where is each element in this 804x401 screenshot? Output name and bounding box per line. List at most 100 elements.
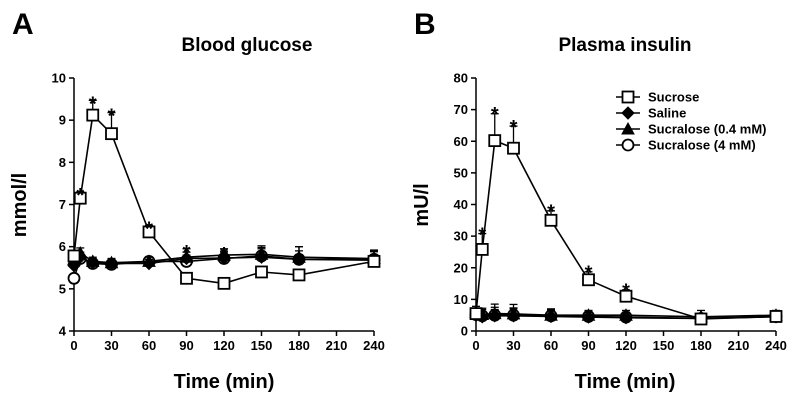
data-point [292,252,306,267]
legend-marker [621,121,635,135]
legend-entry: Sucrose [648,90,699,105]
significance-star: * [145,219,153,241]
data-point [217,251,231,265]
data-point [142,225,156,239]
legend-marker [621,138,635,152]
data-point [488,309,502,323]
data-point [86,108,100,122]
y-tick-label-a: 4 [59,324,67,339]
x-tick-label-a: 210 [326,338,348,353]
data-point [67,271,81,285]
x-tick-label-a: 240 [363,338,385,353]
legend-entry: Sucralose (4 mM) [648,138,756,153]
y-tick-label-a: 6 [59,239,66,254]
x-tick-label-b: 210 [728,338,750,353]
x-tick-label-b: 90 [581,338,595,353]
data-point [694,312,708,326]
data-point [581,310,596,324]
data-point [769,310,783,323]
x-tick-label-a: 30 [104,338,118,353]
data-point [142,256,156,271]
panel-b-plasma-insulin: B Plasma insulin Time (min) mU/l 0 10 20 30… [411,8,787,393]
legend-entry: Saline [648,106,686,121]
series-a-0 [67,99,381,290]
legend-marker [621,90,635,104]
data-point [367,255,381,268]
y-tick-label-a: 9 [59,113,66,128]
data-point [180,271,193,285]
series-a-1 [67,246,381,273]
data-point [469,307,483,321]
data-point [217,276,231,290]
significance-star: * [491,104,499,126]
y-axis-label-a: mmol/l [9,173,31,237]
data-point [67,249,81,263]
data-point [488,134,502,148]
significance-star: * [622,280,630,302]
y-tick-label-b: 60 [454,134,468,149]
y-tick-label-b: 0 [461,324,468,339]
x-tick-label-b: 150 [653,338,675,353]
x-tick-label-b: 120 [615,338,637,353]
y-tick-label-a: 8 [59,155,66,170]
y-tick-label-b: 20 [454,260,468,275]
x-axis-label-a: Time (min) [174,371,275,393]
significance-star: * [76,185,84,207]
data-point [105,127,118,141]
y-tick-label-b: 30 [454,229,468,244]
legend-marker [621,106,635,120]
y-tick-label-b: 40 [454,197,468,212]
x-tick-label-a: 0 [70,338,77,353]
chart-title-b: Plasma insulin [558,35,691,56]
x-tick-label-a: 90 [179,338,193,353]
significance-star: * [108,106,116,128]
series-b-0 [469,113,783,326]
x-tick-label-a: 60 [142,338,156,353]
significance-star: * [220,244,228,266]
x-axis-label-b: Time (min) [575,371,676,393]
x-tick-label-a: 120 [213,338,235,353]
y-tick-label-b: 70 [454,102,468,117]
data-point [507,141,520,155]
x-tick-label-a: 150 [251,338,273,353]
significance-star: * [547,201,555,223]
data-point [104,256,119,271]
y-tick-label-a: 5 [59,281,66,296]
series-line [73,256,375,267]
y-tick-label-b: 10 [454,292,468,307]
panel-a-blood-glucose: A Blood glucose Time (min) mmol/l 4 5 6 7 8 9… [9,8,385,393]
y-tick-label-b: 80 [454,71,468,86]
y-tick-label-a: 7 [59,197,66,212]
legend-entry: Sucralose (0.4 mM) [648,122,767,137]
data-point [544,309,558,324]
data-point [292,268,306,282]
significance-star: * [89,93,97,115]
y-tick-label-a: 10 [52,71,66,86]
significance-star: * [585,262,593,284]
x-tick-label-b: 180 [690,338,712,353]
data-point [73,191,87,205]
data-point [179,251,194,266]
panel-letter-a: A [12,8,34,41]
significance-star: * [510,117,518,139]
significance-star: * [183,242,191,264]
y-axis-label-b: mU/l [411,183,433,226]
data-point [544,213,558,227]
data-point [619,289,633,303]
significance-star: * [478,224,486,246]
data-point [255,265,268,279]
x-tick-label-b: 0 [472,338,479,353]
data-point [254,250,269,264]
panel-letter-b: B [414,8,436,41]
data-point [86,255,100,270]
data-point [582,273,595,287]
data-point [619,311,633,325]
y-tick-label-b: 50 [454,165,468,180]
x-tick-label-b: 240 [765,338,787,353]
x-tick-label-a: 180 [288,338,310,353]
x-tick-label-b: 30 [506,338,520,353]
chart-title-a: Blood glucose [182,35,313,56]
series-line [73,113,375,285]
